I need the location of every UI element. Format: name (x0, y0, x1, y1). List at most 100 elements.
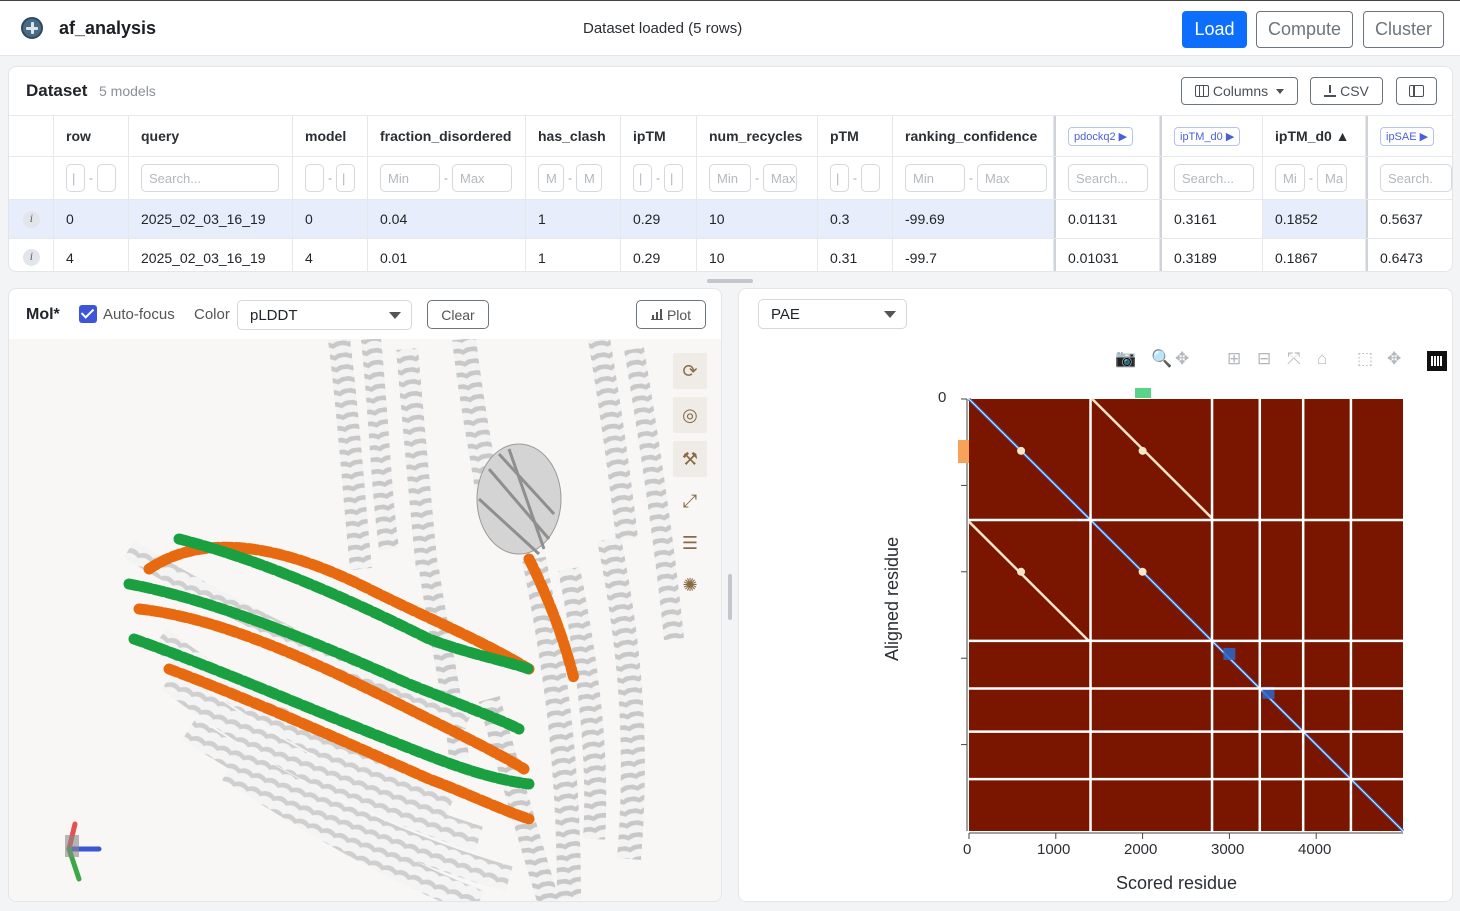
filter-max-input[interactable]: | (664, 164, 683, 192)
columns-button[interactable]: Columns (1181, 77, 1298, 105)
horizontal-resize-handle[interactable] (707, 279, 753, 283)
table-cell: 0.6473 (1366, 239, 1452, 271)
header-cell[interactable]: num_recycles (697, 116, 818, 156)
header-cell-group[interactable]: ipSAE ▶ (1366, 116, 1452, 156)
filter-min-input[interactable]: Min (709, 164, 751, 192)
table-cell: 0.29 (621, 239, 697, 271)
chain-marker-side (958, 440, 969, 463)
filter-max-input[interactable] (861, 164, 880, 192)
filter-search-input[interactable]: Search. (1380, 164, 1452, 192)
filter-min-input[interactable]: | (66, 164, 85, 192)
protein-structure-render (65, 339, 684, 901)
filter-max-input[interactable]: M (576, 164, 602, 192)
pan-icon[interactable]: ✥ (1175, 349, 1190, 368)
plot-button[interactable]: Plot (636, 300, 706, 329)
pae-select[interactable]: PAE (758, 299, 907, 329)
download-icon (1324, 85, 1337, 97)
filter-cell: Search. (1366, 157, 1452, 199)
table-row[interactable]: i 4 2025_02_03_16_19 4 0.01 1 0.29 10 0.… (9, 238, 1452, 271)
box-select-icon[interactable]: ⬚ (1357, 349, 1374, 368)
zoom-in-icon[interactable]: ⊞ (1227, 349, 1242, 368)
plot-label: Plot (666, 306, 692, 323)
info-icon[interactable]: i (23, 249, 40, 266)
table-cell: 0.3161 (1160, 200, 1263, 238)
mol-viewer-card: Mol* Auto-focus Color pLDDT Clear Plot (8, 288, 722, 902)
filter-min-input[interactable] (305, 164, 324, 192)
header-cell[interactable]: ipTM (621, 116, 697, 156)
filter-min-input[interactable]: Min (905, 164, 965, 192)
grey-helix-bundle (328, 339, 684, 901)
header-cell[interactable]: model (293, 116, 368, 156)
table-cell: 0.1867 (1263, 239, 1366, 271)
filter-min-input[interactable]: Mi (1275, 164, 1305, 192)
zoom-out-icon[interactable]: ⊟ (1257, 349, 1272, 368)
table-header-row: row query model fraction_disordered has_… (9, 115, 1452, 157)
filter-max-input[interactable]: | (336, 164, 355, 192)
sidebar-toggle-icon (1409, 85, 1424, 97)
filter-cell: Min - Max (368, 157, 526, 199)
home-icon[interactable]: ⌂ (1317, 349, 1328, 368)
heatmap-spot (1017, 446, 1026, 455)
header-cell[interactable]: pTM (818, 116, 893, 156)
mol-3d-canvas[interactable]: ⟳ ◎ ⚒ ⤢ ☰ ✺ (9, 339, 721, 901)
x-tick-label: 4000 (1298, 841, 1332, 858)
filter-min-input[interactable]: | (633, 164, 652, 192)
pae-heatmap (958, 388, 1405, 839)
filter-search-input[interactable]: Search... (1068, 164, 1148, 192)
csv-button[interactable]: CSV (1310, 77, 1383, 105)
light-icon[interactable]: ✺ (682, 574, 698, 595)
autofocus-checkbox[interactable] (79, 305, 97, 323)
filter-min-input[interactable]: | (830, 164, 849, 192)
color-select[interactable]: pLDDT (237, 300, 412, 330)
x-tick-label: 1000 (1037, 841, 1071, 858)
compute-button[interactable]: Compute (1256, 11, 1353, 48)
filter-max-input[interactable]: Max (763, 164, 797, 192)
filter-search-input[interactable]: Search... (1174, 164, 1254, 192)
screenshot-icon[interactable]: ◎ (673, 397, 707, 433)
filter-max-input[interactable]: Max (452, 164, 512, 192)
autoscale-icon[interactable]: ⤧ (1287, 349, 1301, 368)
ipsae-badge[interactable]: ipSAE ▶ (1380, 126, 1435, 146)
zoom-icon[interactable]: 🔍 (1151, 349, 1173, 368)
cluster-button[interactable]: Cluster (1363, 11, 1444, 48)
clear-button[interactable]: Clear (427, 300, 489, 329)
columns-icon (1194, 85, 1209, 97)
header-cell[interactable]: query (129, 116, 293, 156)
filter-min-input[interactable]: M (538, 164, 564, 192)
table-cell: 0.01031 (1054, 239, 1160, 271)
info-icon[interactable]: i (23, 210, 40, 228)
wrench-icon[interactable]: ⚒ (673, 441, 707, 477)
header-cell[interactable]: ranking_confidence (893, 116, 1054, 156)
crosshair-icon[interactable]: ✥ (1387, 349, 1402, 368)
table-cell: 0.3 (818, 200, 893, 238)
table-row[interactable]: i 0 2025_02_03_16_19 0 0.04 1 0.29 10 0.… (9, 200, 1452, 238)
expand-icon[interactable]: ⤢ (682, 490, 698, 511)
heatmap-offdiag (968, 520, 1090, 642)
table-cell: 0.04 (368, 200, 526, 238)
toggle-panel-button[interactable] (1396, 77, 1437, 105)
header-cell-group[interactable]: pdockq2 ▶ (1054, 116, 1160, 156)
app-title: af_analysis (59, 18, 157, 38)
header-cell[interactable]: ipTM_d0 ▲ (1263, 116, 1366, 156)
autofocus-label: Auto-focus (103, 306, 175, 323)
header-cell[interactable]: fraction_disordered (368, 116, 526, 156)
reset-view-icon[interactable]: ⟳ (673, 353, 707, 389)
sliders-icon[interactable]: ☰ (681, 532, 699, 553)
vertical-resize-handle[interactable] (728, 574, 732, 620)
load-button[interactable]: Load (1182, 11, 1247, 48)
heatmap-block (1262, 686, 1275, 699)
filter-search-input[interactable]: Search... (141, 164, 279, 192)
header-cell[interactable]: has_clash (526, 116, 621, 156)
iptm-d0-badge[interactable]: ipTM_d0 ▶ (1174, 126, 1241, 146)
heatmap-background (969, 399, 1403, 831)
filter-max-input[interactable]: Max (977, 164, 1047, 192)
camera-icon[interactable]: 📷 (1115, 349, 1137, 368)
pdockq2-badge[interactable]: pdockq2 ▶ (1068, 126, 1134, 146)
filter-max-input[interactable]: Ma (1317, 164, 1347, 192)
filter-max-input[interactable] (97, 164, 116, 192)
filter-min-input[interactable]: Min (380, 164, 440, 192)
header-cell-group[interactable]: ipTM_d0 ▶ (1160, 116, 1263, 156)
csv-label: CSV (1340, 83, 1369, 99)
header-cell[interactable]: row (54, 116, 129, 156)
plotly-logo-icon[interactable] (1427, 351, 1447, 371)
